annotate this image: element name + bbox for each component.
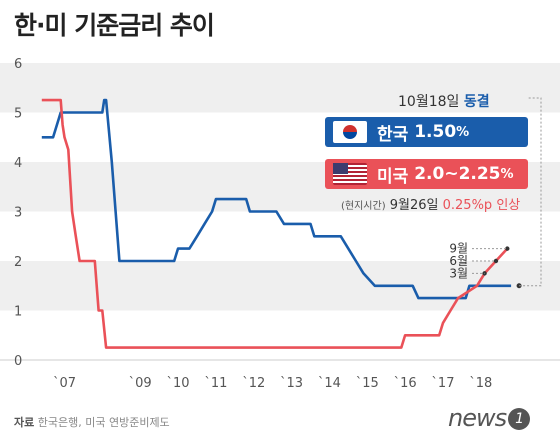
legend-korea-value: 1.50 [414, 122, 457, 142]
legend-korea-unit: % [456, 124, 470, 140]
y-axis: 0 1 2 3 4 5 6 [14, 57, 22, 369]
source: 자료 한국은행, 미국 연방준비제도 [14, 414, 170, 430]
series-line-korea [41, 98, 512, 300]
y-tick-label: 1 [14, 305, 22, 320]
x-tick-label: `15 [356, 376, 379, 391]
x-tick-label: `18 [469, 376, 492, 391]
korea-flag-icon [333, 121, 367, 143]
kr-note-date: 10월18일 [398, 94, 460, 110]
grid-band [0, 261, 560, 311]
y-tick-label: 4 [14, 156, 22, 171]
legend-us-name: 미국 [377, 166, 409, 187]
y-tick-label: 5 [14, 107, 22, 122]
series-line-us [41, 98, 509, 349]
x-tick-label: `17 [431, 376, 454, 391]
us-note-prefix: (현지시간) [341, 201, 386, 212]
x-tick-label: `12 [242, 376, 265, 391]
series-lines [41, 98, 512, 349]
kr-leader [519, 97, 542, 287]
source-text: 한국은행, 미국 연방준비제도 [37, 416, 170, 429]
source-label: 자료 [14, 416, 35, 429]
kr-note-status: 동결 [463, 94, 490, 110]
page-title: 한·미 기준금리 추이 [14, 11, 215, 40]
legend-korea-name: 한국 [377, 124, 409, 145]
logo-mark: 1 [508, 408, 531, 430]
x-tick-label: `07 [53, 376, 76, 391]
month-label: 6월 [449, 254, 468, 268]
legend-us-value: 2.0~2.25 [414, 164, 501, 184]
legend-us: 미국 2.0~2.25% [325, 159, 528, 189]
news1-logo: news 1 [448, 404, 531, 432]
legend-korea: 한국 1.50% [325, 117, 528, 147]
us-flag-icon [333, 163, 367, 185]
month-dot [505, 246, 510, 251]
grid-band [0, 63, 560, 113]
kr-note: 10월18일 동결 [398, 91, 490, 111]
logo-text: news [448, 404, 507, 432]
us-note-action: 인상 [496, 198, 521, 213]
x-tick-label: `16 [394, 376, 417, 391]
x-axis: `07 `09 `10 `11 `12 `13 `14 `15 `16 `17 `18 [53, 376, 492, 391]
x-tick-label: `10 [167, 376, 190, 391]
month-label: 9월 [449, 242, 468, 256]
us-note-change: 0.25%p [442, 198, 493, 213]
x-tick-label: `09 [129, 376, 152, 391]
us-note: (현지시간) 9월26일 0.25%p 인상 [341, 194, 520, 213]
x-tick-label: `11 [204, 376, 227, 391]
y-tick-label: 2 [14, 255, 22, 270]
x-tick-label: `14 [318, 376, 341, 391]
x-tick-label: `13 [280, 376, 303, 391]
y-tick-label: 0 [14, 354, 22, 369]
y-tick-label: 3 [14, 206, 22, 221]
legend-us-unit: % [500, 166, 514, 182]
y-tick-label: 6 [14, 57, 22, 72]
month-label: 3월 [449, 266, 468, 280]
us-note-date: 9월26일 [389, 198, 439, 213]
month-dot [493, 258, 499, 264]
